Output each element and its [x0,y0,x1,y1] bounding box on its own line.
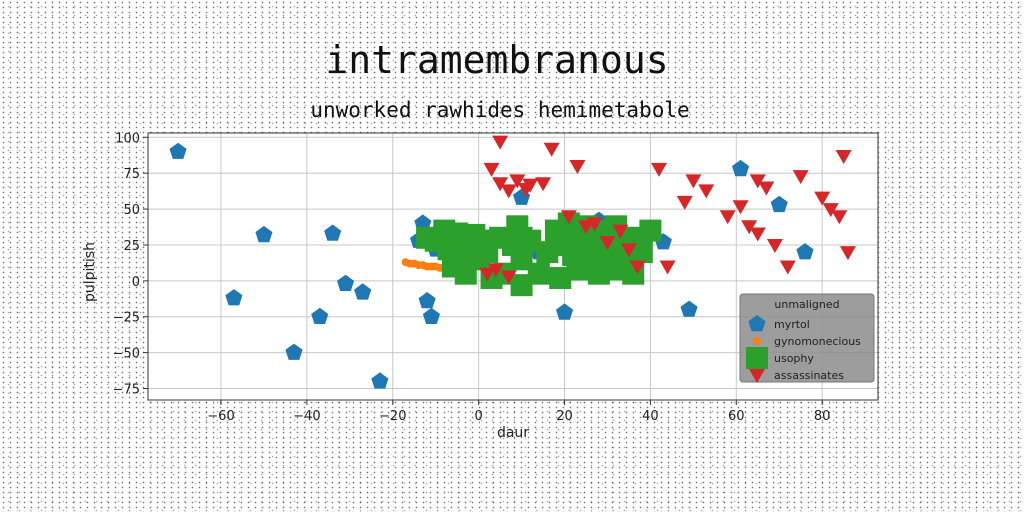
y-axis-label: pulpitish [82,242,98,302]
x-tick-label: 60 [728,409,745,424]
x-tick-label: 0 [475,409,483,424]
data-point-assassinates [543,142,560,157]
data-point-myrtol [324,224,342,241]
chart-title: intramembranous [325,38,668,82]
data-point-assassinates [792,170,809,185]
data-point-usophy [549,266,572,289]
x-tick-label: 80 [814,409,831,424]
data-point-myrtol [422,307,440,324]
data-point-myrtol [680,300,698,317]
x-tick-label: −60 [207,409,234,424]
data-point-assassinates [835,149,852,164]
data-point-assassinates [620,243,637,258]
data-point-usophy [510,248,533,271]
data-point-assassinates [612,224,629,239]
legend-title: unmaligned [774,298,839,311]
data-point-assassinates [535,177,552,192]
x-axis-label: daur [497,425,529,441]
data-point-myrtol [556,303,574,320]
data-point-assassinates [479,267,496,282]
y-tick-label: 50 [123,203,140,218]
y-tick-label: 0 [132,275,140,290]
data-point-assassinates [749,227,766,242]
data-point-assassinates [685,174,702,189]
data-point-assassinates [629,260,646,275]
data-point-assassinates [659,260,676,275]
data-point-myrtol [169,142,187,159]
data-point-myrtol [732,159,750,177]
x-tick-label: 20 [556,409,573,424]
data-point-myrtol [371,372,389,389]
legend-label-gynomonecious: gynomonecious [774,335,861,348]
legend-label-myrtol: myrtol [774,318,810,331]
legend: unmaligned myrtol gynomonecious usophy assas… [739,293,875,383]
data-point-usophy [527,262,550,285]
data-point-assassinates [578,220,594,235]
data-point-myrtol-legend [748,315,766,332]
y-tick-label: −50 [113,347,140,362]
data-point-assassinates [500,184,517,199]
x-tick-label: −40 [293,409,320,424]
data-point-assassinates [698,184,715,199]
y-tick-label: 25 [123,239,140,254]
data-point-usophy [450,244,473,267]
data-point-assassinates [651,162,667,177]
data-point-assassinates [741,220,758,235]
legend-box [739,293,875,383]
data-point-usophy [639,219,662,242]
data-point-assassinates [732,200,749,215]
plot-area: −60 −40 −20 0 20 40 60 80 −75 −50 −25 0 25 50 75 100 [113,131,879,424]
data-point-usophy [510,274,533,297]
data-point-assassinates [839,246,856,261]
data-point-myrtol [418,292,436,309]
legend-label-assassinates: assassinates [774,369,844,382]
x-tick-label: −20 [379,409,406,424]
y-tick-label: −75 [113,383,140,398]
data-point-assassinates [560,210,577,225]
data-point-myrtol [285,343,303,360]
data-point-assassinates [483,162,500,177]
data-point-usophy [630,241,653,264]
data-point-assassinates [758,181,775,196]
legend-label-usophy: usophy [774,352,814,365]
data-point-assassinates [822,203,839,218]
data-point-usophy-legend [746,347,768,369]
data-point-assassinates [719,210,736,225]
y-tick-label: 100 [115,131,140,146]
y-tick-label: 75 [123,167,140,182]
data-point-assassinates [586,217,603,232]
data-point-myrtol [770,195,788,213]
x-tick-label: 40 [642,409,659,424]
data-point-myrtol [354,283,372,300]
axes-frame [147,132,879,401]
data-point-assassinates [676,195,693,210]
data-point-assassinates [492,177,509,192]
y-tick-label: −25 [113,311,140,326]
data-point-assassinates [599,236,616,251]
data-point-assassinates [522,178,539,193]
data-point-usophy [536,241,559,264]
data-point-assassinates [766,238,783,253]
data-point-usophy [510,226,533,249]
data-point-assassinates [492,135,509,150]
data-point-myrtol [337,274,355,291]
chart-subtitle: unworked rawhides hemimetabole [310,98,689,122]
data-point-assassinates [831,210,848,225]
data-point-assassinates [779,260,796,275]
data-point-assassinates [500,270,517,285]
data-point-assassinates [814,191,831,206]
data-point-assassinates [749,174,766,189]
data-point-myrtol [225,289,243,306]
data-point-myrtol [796,243,814,260]
data-point-myrtol [255,225,273,243]
data-point-gynomonecious-legend [753,337,761,345]
data-point-assassinates-legend [749,369,765,383]
data-point-myrtol [311,307,329,324]
data-point-assassinates [487,263,504,278]
data-point-myrtol [414,214,432,231]
data-point-assassinates [569,160,586,175]
data-point-assassinates [509,174,526,189]
